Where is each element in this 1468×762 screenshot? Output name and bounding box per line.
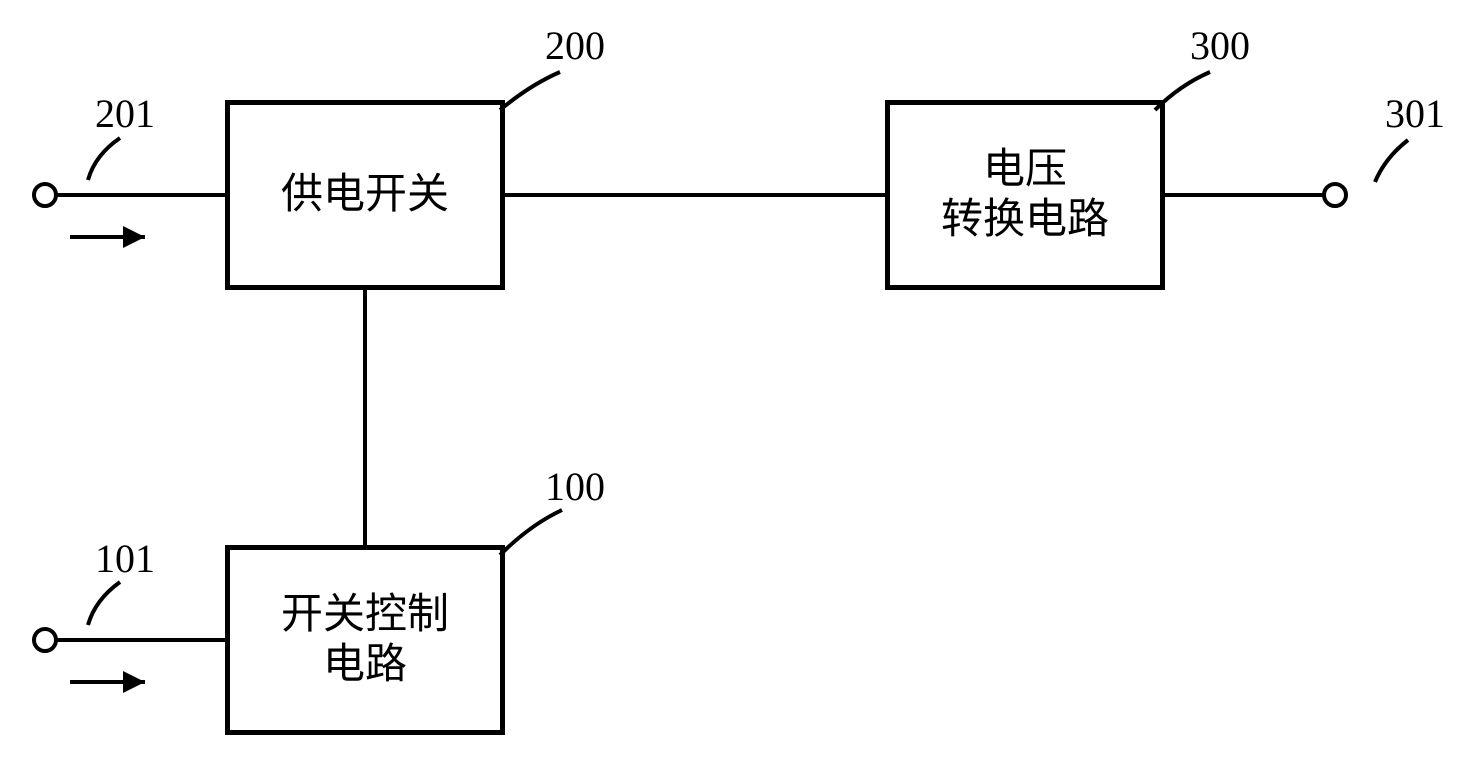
- power-switch-label: 供电开关: [281, 170, 449, 220]
- terminal-301: [1324, 184, 1346, 206]
- callout-301-tail: [1375, 140, 1408, 182]
- callout-201-tail: [88, 138, 120, 180]
- voltage-convert-block: 电压 转换电路: [885, 100, 1165, 290]
- wiring-overlay: [0, 0, 1468, 762]
- callout-301-text: 301: [1385, 90, 1445, 137]
- arrow-201: [70, 226, 145, 248]
- callout-201-text: 201: [95, 90, 155, 137]
- switch-control-label-line1: 开关控制: [281, 590, 449, 640]
- callout-101-text: 101: [95, 535, 155, 582]
- terminal-201: [34, 184, 56, 206]
- voltage-convert-label-line1: 电压: [941, 145, 1109, 195]
- callout-101-tail: [88, 582, 120, 625]
- switch-control-label-line2: 电路: [281, 640, 449, 690]
- callout-100-tail: [500, 510, 562, 555]
- callout-100-text: 100: [545, 463, 605, 510]
- terminal-101: [34, 629, 56, 651]
- voltage-convert-label-line2: 转换电路: [941, 195, 1109, 245]
- callout-200-text: 200: [545, 22, 605, 69]
- switch-control-block: 开关控制 电路: [225, 545, 505, 735]
- callout-200-tail: [500, 72, 560, 110]
- power-switch-block: 供电开关: [225, 100, 505, 290]
- arrow-101: [70, 671, 145, 693]
- callout-300-text: 300: [1190, 22, 1250, 69]
